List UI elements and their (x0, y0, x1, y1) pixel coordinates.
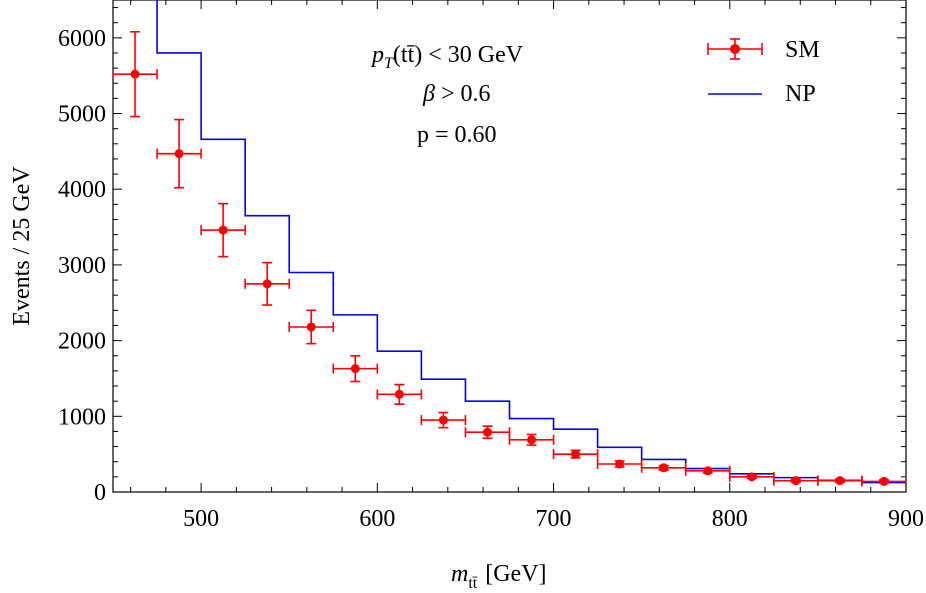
sm-data-point (113, 30, 158, 118)
annotation-pt-tt: tt̄ (401, 42, 415, 68)
sm-marker (438, 415, 448, 425)
y-tick-label: 5000 (58, 102, 106, 128)
plot-frame (112, 0, 907, 493)
annotation-pt-subscript: T (384, 55, 394, 72)
axis-ticks (113, 0, 907, 493)
legend: SM NP (707, 37, 820, 107)
y-tick-label: 0 (94, 480, 106, 506)
legend-np-label: NP (785, 81, 816, 107)
sm-marker (879, 476, 889, 486)
sm-marker (306, 322, 316, 332)
x-tick-label: 500 (183, 506, 219, 532)
sm-marker (571, 449, 581, 459)
annotation-pt-symbol: p (370, 42, 384, 68)
annotation-pvalue: p = 0.60 (417, 122, 497, 148)
annotation-beta-cut: β > 0.6 (422, 81, 491, 107)
sm-marker (747, 472, 757, 482)
sm-data-point (244, 261, 291, 306)
sm-marker (394, 389, 404, 399)
y-tick-label: 4000 (58, 177, 106, 203)
annotation-pt-cut: pT(tt̄) < 30 GeV (370, 42, 524, 72)
sm-marker (218, 225, 228, 235)
sm-marker (262, 279, 272, 289)
x-axis-title-unit: [GeV] (485, 561, 546, 587)
y-tick-label: 6000 (58, 26, 106, 52)
sm-data-point (861, 476, 906, 487)
sm-data-point (817, 475, 863, 486)
y-tick-label: 3000 (58, 253, 106, 279)
x-axis-title-symbol: m (451, 561, 468, 587)
annotation-beta-symbol: β (422, 81, 435, 107)
sm-data-point (200, 202, 246, 258)
legend-sm-marker (707, 38, 763, 60)
sm-data-point (640, 462, 687, 473)
x-tick-label: 900 (888, 506, 924, 532)
sm-data-point (288, 309, 335, 345)
sm-data-point (508, 433, 555, 446)
y-tick-label: 1000 (58, 404, 106, 430)
annotation-beta-rest: > 0.6 (435, 81, 491, 107)
x-axis-title: mtt̄ [GeV] (451, 561, 547, 592)
sm-data-point (332, 354, 379, 383)
x-tick-label: 800 (712, 506, 748, 532)
x-tick-label: 600 (359, 506, 395, 532)
sm-data-point (420, 411, 467, 429)
sm-marker (174, 149, 184, 159)
series-sm (113, 30, 906, 487)
sm-data-point (464, 425, 511, 440)
annotation-pt-rest: ) < 30 GeV (414, 42, 524, 68)
sm-marker (703, 466, 713, 476)
series-np (156, 0, 906, 485)
sm-data-point (156, 118, 202, 189)
sm-marker (835, 476, 845, 486)
sm-data-point (684, 465, 731, 476)
sm-marker (659, 463, 669, 473)
annotation-pt-open: ( (393, 42, 401, 68)
sm-data-point (728, 471, 775, 482)
np-step-line (156, 0, 906, 485)
y-axis-title: Events / 25 GeV (9, 166, 35, 326)
sm-data-point (596, 458, 643, 469)
x-axis-title-subscript: tt̄ (468, 575, 478, 592)
y-tick-label: 2000 (58, 329, 106, 355)
sm-marker (130, 69, 140, 79)
sm-data-point (552, 449, 599, 460)
legend-sm-label: SM (785, 37, 820, 63)
x-tick-label: 700 (536, 506, 572, 532)
sm-marker (791, 476, 801, 486)
sm-marker (350, 364, 360, 374)
sm-marker (527, 435, 537, 445)
sm-marker (615, 459, 625, 469)
sm-marker (482, 427, 492, 437)
sm-data-point (376, 383, 423, 405)
axis-tick-labels: 500 600 700 800 900 0 1000 2000 3000 4000 5000 6000 (58, 26, 924, 532)
